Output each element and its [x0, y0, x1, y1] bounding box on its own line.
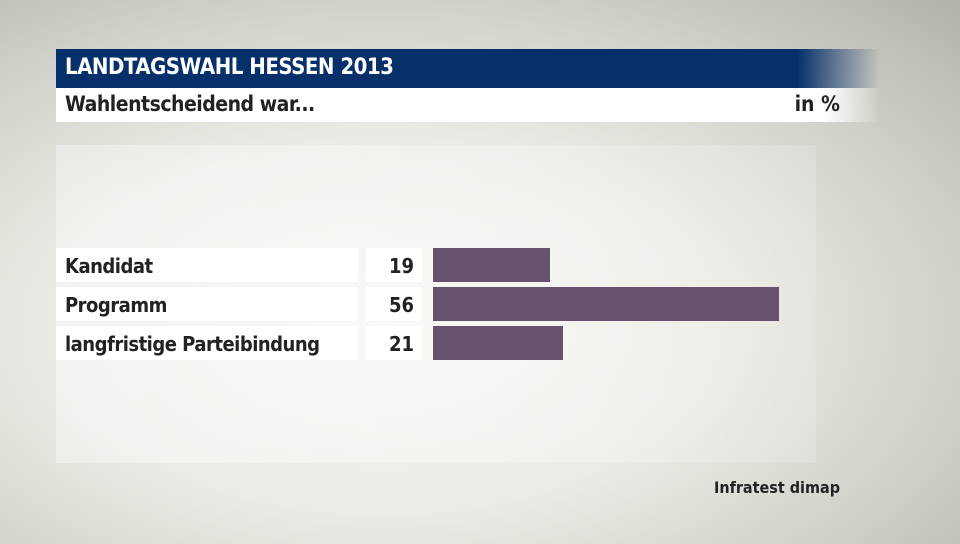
bar	[433, 287, 779, 321]
chart-subtitle: Wahlentscheidend war...	[65, 92, 315, 116]
value-label: 56	[388, 293, 414, 317]
source-label: Infratest dimap	[713, 478, 840, 497]
category-label-box: Programm	[56, 287, 358, 321]
category-label: langfristige Parteibindung	[65, 332, 320, 356]
value-label-box: 21	[366, 326, 422, 360]
bar	[433, 248, 551, 282]
value-label-box: 56	[366, 287, 422, 321]
bar	[433, 326, 563, 360]
category-label-box: langfristige Parteibindung	[56, 326, 358, 360]
category-label: Programm	[65, 293, 167, 317]
category-label: Kandidat	[65, 254, 153, 278]
subtitle-bar: Wahlentscheidend war... in %	[56, 88, 880, 122]
value-label: 21	[388, 332, 414, 356]
value-label: 19	[388, 254, 414, 278]
chart-title: LANDTAGSWAHL HESSEN 2013	[65, 55, 394, 80]
unit-label: in %	[794, 92, 840, 116]
category-label-box: Kandidat	[56, 248, 358, 282]
title-bar: LANDTAGSWAHL HESSEN 2013	[56, 49, 880, 88]
value-label-box: 19	[366, 248, 422, 282]
